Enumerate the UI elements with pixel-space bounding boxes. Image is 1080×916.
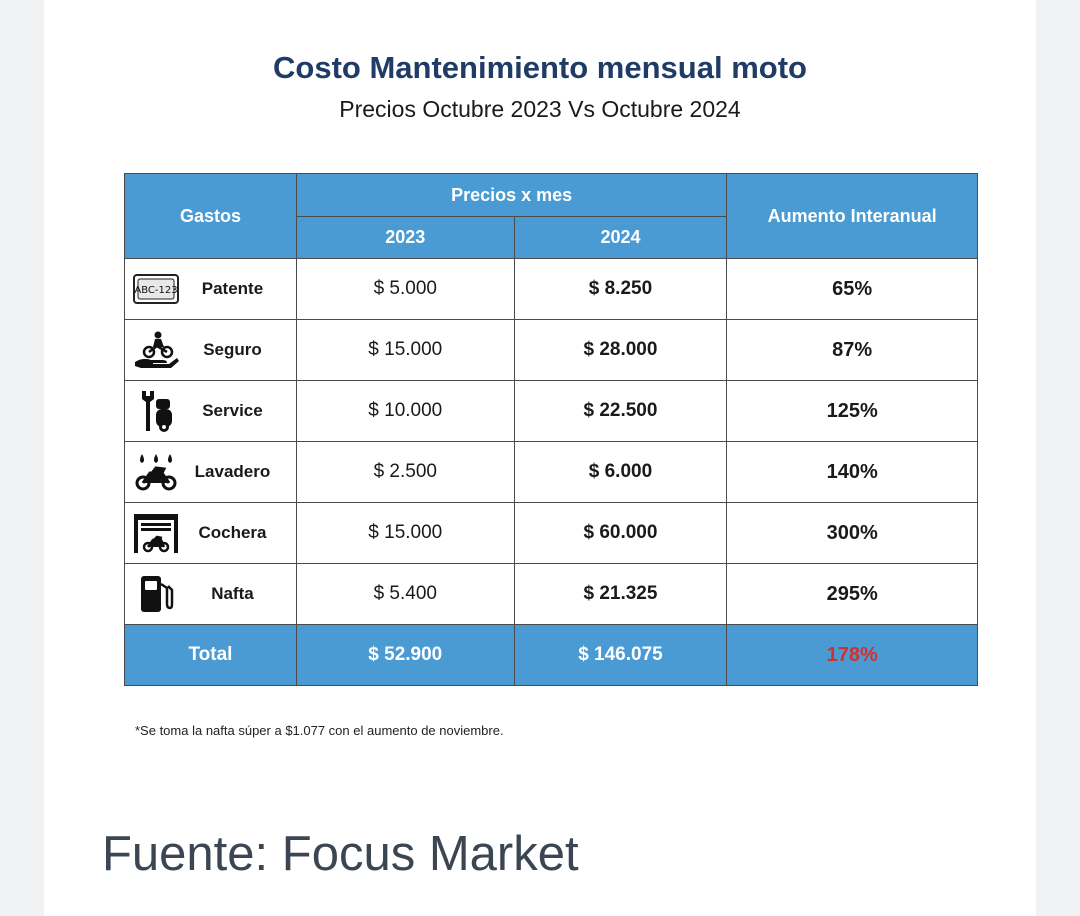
value-2023: $ 15.000: [295, 502, 515, 564]
value-2024: $ 28.000: [513, 319, 728, 381]
total-2024: $ 146.075: [513, 624, 728, 686]
value-2024: $ 60.000: [513, 502, 728, 564]
table-row: Service $ 10.000 $ 22.500 125%: [124, 380, 978, 442]
gasto-cell: Cochera: [124, 502, 297, 564]
header-gastos: Gastos: [124, 173, 297, 259]
insurance-hand-moto-icon: [131, 328, 181, 372]
total-label: Total: [124, 624, 297, 686]
gasto-cell: ABC-123 Patente: [124, 258, 297, 320]
wash-drops-moto-icon: [131, 450, 181, 494]
page-subtitle: Precios Octubre 2023 Vs Octubre 2024: [339, 96, 741, 122]
value-2023: $ 15.000: [295, 319, 515, 381]
value-2023: $ 5.400: [295, 563, 515, 625]
percent-increase: 140%: [726, 441, 978, 503]
value-2024: $ 6.000: [513, 441, 728, 503]
gasto-cell: Seguro: [124, 319, 297, 381]
value-2023: $ 10.000: [295, 380, 515, 442]
gasto-label: Cochera: [198, 523, 267, 542]
garage-moto-icon: [131, 511, 181, 555]
table-row: Nafta $ 5.400 $ 21.325 295%: [124, 563, 978, 625]
header-2024: 2024: [513, 216, 728, 259]
table-row: ABC-123 Patente $ 5.000 $ 8.250 65%: [124, 258, 978, 320]
header-precios: Precios x mes: [295, 173, 728, 217]
table-row: Cochera $ 15.000 $ 60.000 300%: [124, 502, 978, 564]
value-2024: $ 21.325: [513, 563, 728, 625]
source-caption: Fuente: Focus Market: [102, 827, 579, 881]
percent-increase: 295%: [726, 563, 978, 625]
gasto-label: Nafta: [211, 584, 254, 603]
total-2023: $ 52.900: [295, 624, 515, 686]
header-aumento: Aumento Interanual: [726, 173, 978, 259]
table-row: Seguro $ 15.000 $ 28.000 87%: [124, 319, 978, 381]
cost-table: Gastos Precios x mes Aumento Interanual …: [124, 173, 978, 686]
gasto-label: Patente: [201, 279, 264, 298]
gasto-label: Service: [202, 401, 263, 420]
gasto-cell: Nafta: [124, 563, 297, 625]
total-percent: 178%: [726, 624, 978, 686]
fuel-pump-icon: [131, 572, 181, 616]
percent-increase: 125%: [726, 380, 978, 442]
value-2024: $ 8.250: [513, 258, 728, 320]
license-plate-icon: ABC-123: [131, 267, 181, 311]
gasto-label: Lavadero: [194, 462, 271, 481]
percent-increase: 300%: [726, 502, 978, 564]
value-2023: $ 5.000: [295, 258, 515, 320]
svg-text:ABC-123: ABC-123: [134, 285, 177, 296]
percent-increase: 87%: [726, 319, 978, 381]
total-row: Total $ 52.900 $ 146.075 178%: [124, 624, 978, 686]
footnote: *Se toma la nafta súper a $1.077 con el …: [135, 723, 504, 738]
page-title: Costo Mantenimiento mensual moto: [273, 50, 807, 85]
table-row: Lavadero $ 2.500 $ 6.000 140%: [124, 441, 978, 503]
percent-increase: 65%: [726, 258, 978, 320]
gasto-label: Seguro: [203, 340, 262, 359]
gasto-cell: Lavadero: [124, 441, 297, 503]
value-2023: $ 2.500: [295, 441, 515, 503]
wrench-moto-icon: [131, 389, 181, 433]
header-2023: 2023: [295, 216, 515, 259]
gasto-cell: Service: [124, 380, 297, 442]
value-2024: $ 22.500: [513, 380, 728, 442]
